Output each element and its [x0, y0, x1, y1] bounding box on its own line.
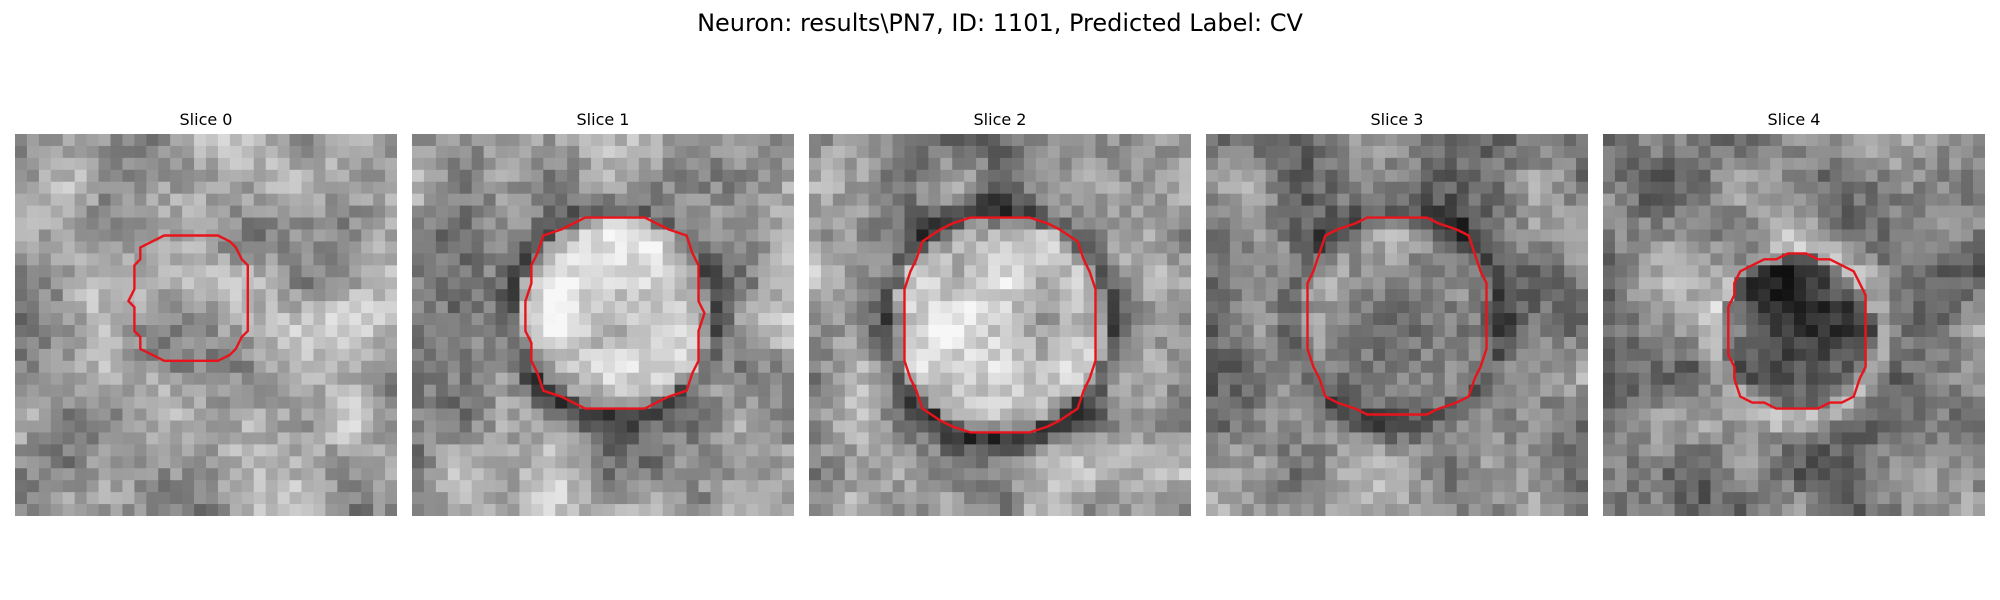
pixel-grid [412, 134, 794, 516]
pixel-grid [1603, 134, 1985, 516]
segmentation-contour [524, 216, 706, 410]
slice-image-4 [1603, 134, 1985, 516]
slice-image-2 [809, 134, 1191, 516]
segmentation-contour [903, 216, 1097, 434]
slice-title-0: Slice 0 [179, 110, 233, 129]
slice-image-3 [1206, 134, 1588, 516]
segmentation-contour [1727, 252, 1867, 410]
pixel-grid [809, 134, 1191, 516]
slice-title-1: Slice 1 [576, 110, 630, 129]
slice-title-3: Slice 3 [1370, 110, 1424, 129]
slice-panel-4: Slice 4 [1603, 108, 1985, 518]
slice-panel-1: Slice 1 [412, 108, 794, 518]
figure-title: Neuron: results\PN7, ID: 1101, Predicted… [697, 9, 1303, 37]
slice-title-2: Slice 2 [973, 110, 1027, 129]
slice-panel-0: Slice 0 [15, 108, 397, 518]
slice-title-4: Slice 4 [1767, 110, 1821, 129]
slice-image-0 [15, 134, 397, 516]
segmentation-contour [1306, 216, 1488, 416]
slice-image-1 [412, 134, 794, 516]
slice-panel-2: Slice 2 [809, 108, 1191, 518]
segmentation-contour [127, 234, 250, 363]
pixel-grid [15, 134, 397, 516]
slice-panel-3: Slice 3 [1206, 108, 1588, 518]
pixel-grid [1206, 134, 1588, 516]
